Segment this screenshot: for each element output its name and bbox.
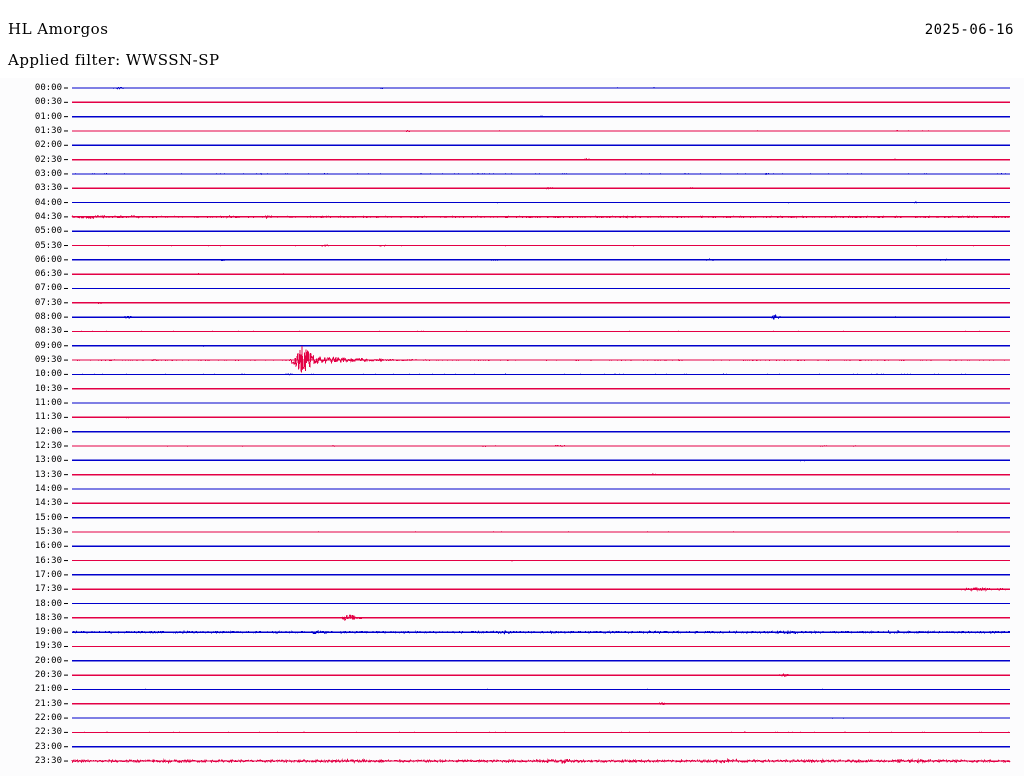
time-axis-label: 00:30 [34,97,62,108]
time-axis-label: 03:00 [34,168,62,179]
time-axis-label: 09:30 [34,355,62,366]
time-axis-label: 13:00 [34,455,62,466]
time-axis-label: 18:30 [34,612,62,623]
helicorder-traces [64,86,1011,765]
time-axis-label: 04:00 [34,197,62,208]
time-axis-label: 10:00 [34,369,62,380]
time-axis-label: 01:00 [34,111,62,122]
time-axis-label: 07:30 [34,297,62,308]
time-axis-label: 05:30 [34,240,62,251]
time-axis-label: 19:30 [34,641,62,652]
time-axis-label: 01:30 [34,125,62,136]
time-axis-label: 23:00 [34,741,62,752]
time-axis-label: 19:00 [34,627,62,638]
time-axis-label: 13:30 [34,469,62,480]
time-axis-label: 18:00 [34,598,62,609]
time-axis-label: 15:30 [34,526,62,537]
time-axis-label: 11:30 [34,412,62,423]
time-axis-label: 17:00 [34,569,62,580]
time-axis-label: 21:00 [34,684,62,695]
time-axis-label: 17:30 [34,584,62,595]
time-axis-label: 21:30 [34,698,62,709]
time-axis-label: 03:30 [34,183,62,194]
time-axis-label: 23:30 [34,756,62,767]
time-axis-label: 16:30 [34,555,62,566]
time-axis-label: 02:30 [34,154,62,165]
trace-row [71,345,1011,373]
time-axis-label: 09:00 [34,340,62,351]
time-axis-label: 14:00 [34,483,62,494]
time-axis-label: 11:00 [34,398,62,409]
time-axis-label: 00:00 [34,83,62,93]
time-axis-label: 06:00 [34,254,62,265]
time-axis-label: 12:00 [34,426,62,437]
record-date: 2025-06-16 [924,22,1014,38]
time-axis-label: 06:30 [34,269,62,280]
time-axis-label: 22:30 [34,727,62,738]
seismogram-plot: 00:00 00:30 01:00 01:30 02:00 02:30 03:00 03:30… [0,78,1024,776]
time-axis-label: 20:00 [34,655,62,666]
time-axis-label: 15:00 [34,512,62,523]
time-axis-label: 08:30 [34,326,62,337]
time-axis-label: 10:30 [34,383,62,394]
time-axis-label: 05:00 [34,226,62,237]
time-axis-label: 22:00 [34,713,62,724]
applied-filter-label: Applied filter: WWSSN-SP [8,51,220,69]
time-axis-label: 12:30 [34,441,62,451]
page-title: HL Amorgos [8,20,109,38]
time-axis-label: 20:30 [34,670,62,681]
time-axis-label: 14:30 [34,498,62,509]
time-axis-label: 02:00 [34,140,62,151]
time-axis-label: 07:00 [34,283,62,294]
time-axis-label: 08:00 [34,312,62,323]
time-axis-label: 04:30 [34,211,62,222]
time-axis-label: 16:00 [34,541,62,552]
